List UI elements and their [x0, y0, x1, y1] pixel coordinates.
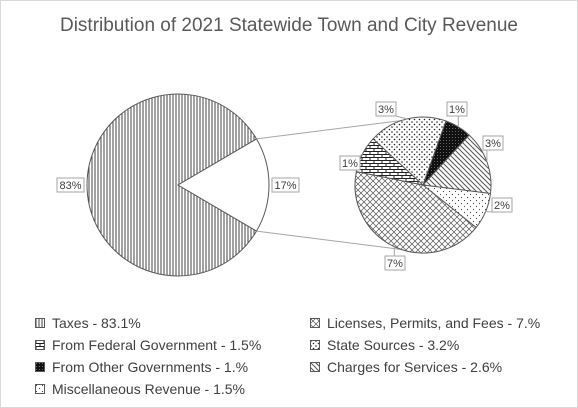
data-label-secondary-2: 3%	[375, 101, 408, 120]
data-label-secondary-1: 1%	[339, 153, 363, 171]
svg-text:3%: 3%	[378, 104, 394, 116]
connector-lines	[256, 118, 414, 252]
legend-swatch	[310, 340, 320, 350]
legend-label: Licenses, Permits, and Fees - 7.%	[327, 315, 541, 331]
pie-of-pie-chart: 83% 17% 7% 1% 3% 1% 3% 2%	[56, 93, 513, 277]
data-label-secondary-3: 1%	[446, 101, 468, 127]
svg-text:1%: 1%	[449, 104, 465, 116]
data-label-main-1: 17%	[271, 177, 300, 193]
svg-text:17%: 17%	[274, 180, 296, 192]
pie-slice-licenses-permits-and-fees	[354, 170, 477, 254]
main-pie	[86, 93, 270, 277]
legend-label: Taxes - 83.1%	[52, 315, 141, 331]
connector-line-bottom	[256, 230, 414, 252]
legend-swatch	[310, 318, 320, 328]
data-label-main-0: 83%	[56, 177, 85, 193]
chart-title: Distribution of 2021 Statewide Town and …	[59, 15, 519, 36]
legend-label: Charges for Services - 2.6%	[327, 359, 503, 375]
legend-item-licenses-permits-and-fees: Licenses, Permits, and Fees - 7.%	[310, 315, 560, 331]
pie-slice-charges-for-services	[421, 134, 492, 195]
legend-label: From Other Governments - 1.%	[52, 359, 249, 375]
legend-swatch	[35, 362, 45, 372]
legend-label: Miscellaneous Revenue - 1.5%	[52, 381, 245, 397]
legend-item-from-other-governments: From Other Governments - 1.%	[35, 359, 310, 375]
legend-item-miscellaneous-revenue: Miscellaneous Revenue - 1.5%	[35, 381, 310, 397]
svg-text:2%: 2%	[494, 200, 510, 212]
data-labels: 83% 17% 7% 1% 3% 1% 3% 2%	[56, 101, 513, 271]
connector-line-top	[256, 118, 414, 140]
svg-text:3%: 3%	[485, 138, 501, 150]
legend-item-state-sources: State Sources - 3.2%	[310, 337, 560, 353]
legend-item-taxes: Taxes - 83.1%	[35, 315, 310, 331]
svg-text:83%: 83%	[59, 180, 81, 192]
data-label-secondary-5: 2%	[485, 197, 513, 213]
legend-swatch	[35, 340, 45, 350]
svg-text:7%: 7%	[387, 258, 403, 270]
secondary-pie	[354, 116, 492, 254]
legend-item-from-federal-government: From Federal Government - 1.5%	[35, 337, 310, 353]
pie-slice-taxes	[86, 93, 258, 277]
svg-text:1%: 1%	[342, 158, 358, 170]
legend-swatch	[310, 362, 320, 372]
legend: Taxes - 83.1% Licenses, Permits, and Fees…	[35, 315, 565, 397]
legend-item-charges-for-services: Charges for Services - 2.6%	[310, 359, 560, 375]
legend-swatch	[35, 318, 45, 328]
data-label-secondary-0: 7%	[384, 246, 406, 271]
legend-swatch	[35, 384, 45, 394]
pie-slice-other-exploded	[177, 138, 270, 232]
legend-label: From Federal Government - 1.5%	[52, 337, 262, 353]
legend-label: State Sources - 3.2%	[327, 337, 460, 353]
data-label-secondary-4: 3%	[482, 135, 504, 162]
